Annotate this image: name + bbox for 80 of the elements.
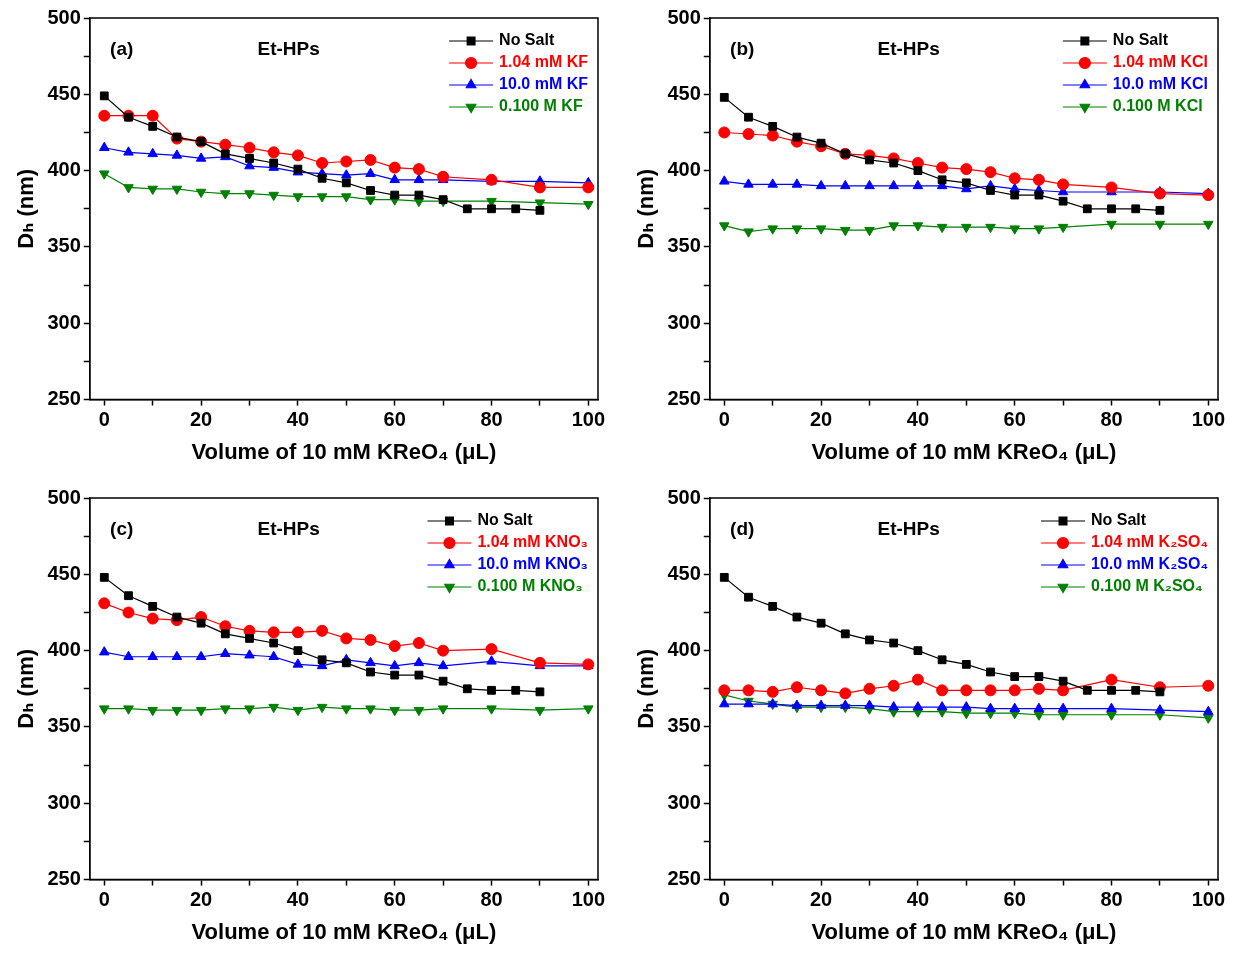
legend-label: No Salt	[1091, 511, 1147, 529]
x-tick-label: 40	[286, 408, 310, 431]
x-tick-label: 80	[480, 408, 503, 431]
y-tick-label: 250	[47, 867, 81, 890]
x-axis-title: Volume of 10 mM KReO₄ (μL)	[811, 438, 1117, 464]
x-tick-label: 60	[1003, 408, 1026, 431]
x-tick-label: 20	[809, 888, 833, 911]
y-axis-title: Dₕ (nm)	[13, 648, 39, 729]
x-axis-title: Volume of 10 mM KReO₄ (μL)	[191, 438, 497, 464]
y-tick-label: 300	[667, 790, 701, 813]
annotation: (d)	[730, 517, 755, 539]
x-tick-label: 0	[718, 408, 730, 431]
legend-label: 1.04 mM KCl	[1112, 53, 1208, 71]
legend-label: No Salt	[499, 31, 555, 49]
y-tick-label: 450	[667, 81, 701, 104]
y-tick-label: 400	[47, 638, 81, 661]
x-tick-label: 0	[718, 888, 730, 911]
y-axis-title: Dₕ (nm)	[13, 168, 39, 249]
y-tick-label: 400	[667, 158, 701, 181]
x-tick-label: 20	[189, 408, 213, 431]
y-tick-label: 350	[667, 714, 701, 737]
x-tick-label: 100	[1191, 888, 1226, 911]
x-tick-label: 60	[383, 408, 406, 431]
legend-label: 0.100 M KF	[499, 97, 583, 115]
x-tick-label: 40	[286, 888, 310, 911]
annotation: (b)	[730, 37, 755, 59]
y-tick-label: 300	[47, 790, 81, 813]
y-tick-label: 450	[667, 561, 701, 584]
x-axis-title: Volume of 10 mM KReO₄ (μL)	[811, 918, 1117, 944]
x-tick-label: 100	[571, 408, 606, 431]
x-tick-label: 60	[383, 888, 406, 911]
legend-label: 10.0 mM KNO₃	[477, 555, 589, 573]
x-tick-label: 100	[571, 888, 606, 911]
y-tick-label: 500	[47, 485, 81, 508]
y-tick-label: 450	[47, 561, 81, 584]
x-tick-label: 20	[189, 888, 213, 911]
y-tick-label: 500	[667, 485, 701, 508]
y-tick-label: 300	[47, 310, 81, 333]
legend-label: 0.100 M KNO₃	[477, 577, 583, 595]
legend-label: 10.0 mM KCl	[1112, 75, 1208, 93]
annotation: Et-HPs	[257, 37, 320, 59]
y-tick-label: 250	[667, 387, 701, 410]
y-tick-label: 350	[47, 234, 81, 257]
legend-label: 10.0 mM K₂SO₄	[1091, 555, 1209, 573]
x-tick-label: 80	[1100, 888, 1123, 911]
legend-label: No Salt	[477, 511, 534, 529]
annotation: Et-HPs	[877, 37, 940, 59]
legend-label: 0.100 M KCl	[1112, 97, 1203, 115]
x-tick-label: 0	[98, 408, 110, 431]
annotation: (c)	[110, 517, 134, 539]
y-tick-label: 500	[667, 5, 701, 28]
x-tick-label: 40	[906, 888, 930, 911]
x-tick-label: 40	[906, 408, 930, 431]
legend-label: 1.04 mM KNO₃	[477, 533, 589, 551]
x-tick-label: 60	[1003, 888, 1026, 911]
y-tick-label: 450	[47, 81, 81, 104]
x-axis-title: Volume of 10 mM KReO₄ (μL)	[191, 918, 497, 944]
y-axis-title: Dₕ (nm)	[633, 168, 659, 249]
legend-label: 10.0 mM KF	[499, 75, 589, 93]
y-tick-label: 350	[47, 714, 81, 737]
annotation: (a)	[110, 37, 134, 59]
x-tick-label: 80	[480, 888, 503, 911]
legend-label: No Salt	[1112, 31, 1169, 49]
x-tick-label: 0	[98, 888, 110, 911]
y-tick-label: 300	[667, 310, 701, 333]
x-tick-label: 80	[1100, 408, 1123, 431]
y-axis-title: Dₕ (nm)	[633, 648, 659, 729]
y-tick-label: 500	[47, 5, 81, 28]
y-tick-label: 400	[47, 158, 81, 181]
annotation: Et-HPs	[257, 517, 320, 539]
y-tick-label: 350	[667, 234, 701, 257]
legend-label: 1.04 mM K₂SO₄	[1091, 533, 1209, 551]
legend-label: 0.100 M K₂SO₄	[1091, 577, 1203, 595]
annotation: Et-HPs	[877, 517, 940, 539]
x-tick-label: 20	[809, 408, 833, 431]
y-tick-label: 250	[667, 867, 701, 890]
y-tick-label: 250	[47, 387, 81, 410]
y-tick-label: 400	[667, 638, 701, 661]
x-tick-label: 100	[1191, 408, 1226, 431]
legend-label: 1.04 mM KF	[499, 53, 589, 71]
